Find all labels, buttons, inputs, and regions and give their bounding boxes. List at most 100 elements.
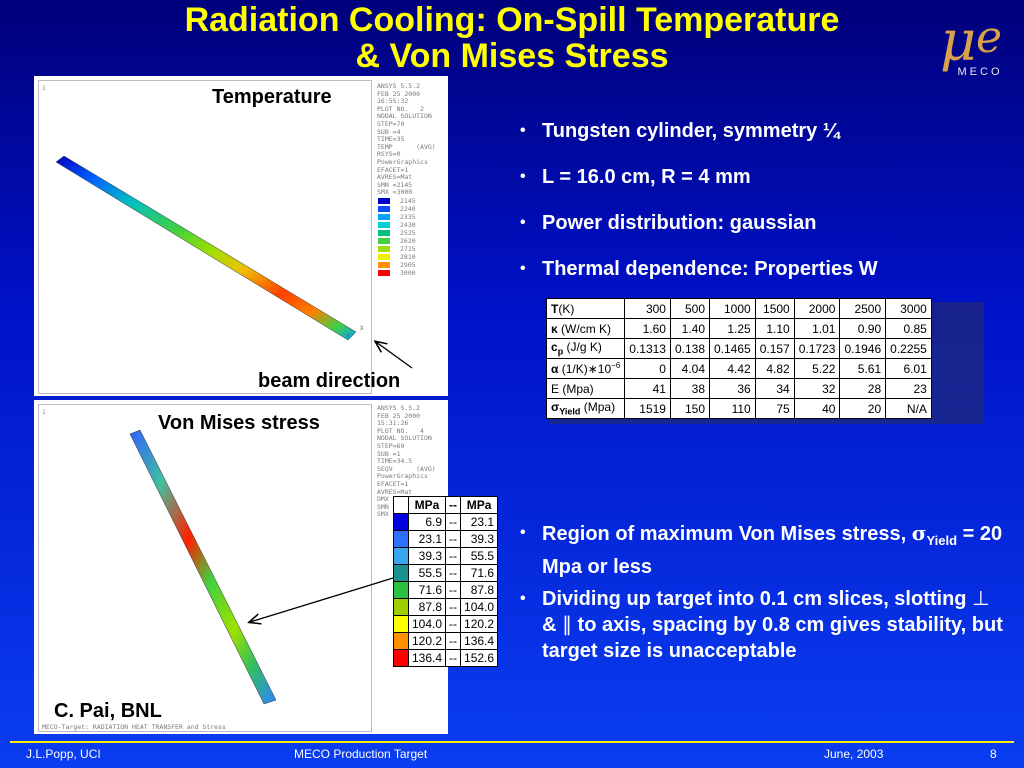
vm-range-from: 104.0: [407, 615, 447, 633]
logo-text: MECO: [957, 66, 1003, 78]
vm-color-swatch: [393, 581, 409, 599]
temperature-legend-swatch: [378, 230, 390, 236]
stress-plot-footer: MECO-Target: RADIATION HEAT TRANSFER and…: [42, 723, 226, 731]
temperature-beam-image: 1 Y X: [42, 85, 364, 341]
vm-range-from: 87.8: [407, 598, 447, 616]
von-mises-legend-table: MPa -- MPa 6.9 -- 23.1 23.1 -- 39.3 39.3 -- 55.5…: [393, 496, 499, 667]
vm-range-to: 23.1: [460, 513, 499, 531]
properties-cell: 4.42: [709, 358, 756, 379]
properties-cell: 1.10: [754, 318, 795, 339]
properties-cell: 20: [839, 398, 887, 419]
properties-cell: 0.1313: [624, 338, 671, 359]
properties-row-label: κ (W/cm K): [545, 318, 626, 339]
stress-beam-image: 1: [42, 409, 277, 705]
properties-cell: 2000: [793, 298, 841, 319]
properties-cell: 5.61: [839, 358, 887, 379]
temperature-legend-swatch: [378, 262, 390, 268]
properties-cell: 38: [669, 378, 711, 399]
properties-row-label: E (Mpa): [545, 378, 626, 399]
properties-cell: 1.40: [669, 318, 711, 339]
vm-range-from: 6.9: [407, 513, 447, 531]
temperature-legend-swatch: [378, 246, 390, 252]
stress-ansys-info: ANSYS 5.5.2 FEB 25 2000 15:31:26 PLOT NO…: [377, 404, 436, 519]
properties-cell: 0.1465: [709, 338, 756, 359]
vm-legend-row: 87.8 -- 104.0: [393, 598, 499, 616]
properties-row: α (1/K)∗10−6 0 4.04 4.42 4.82 5.22 5.61 6.01: [545, 358, 932, 379]
bullet-text: Dividing up target into 0.1 cm slices, s…: [542, 588, 1003, 662]
properties-table: T(K) 300 500 1000 1500 2000 2500 3000 κ (W/cm K)…: [545, 298, 932, 419]
vm-header-sep: --: [445, 496, 462, 514]
vm-legend-row: 136.4 -- 152.6: [393, 649, 499, 667]
vm-range-to: 136.4: [460, 632, 499, 650]
properties-cell: 0.2255: [885, 338, 932, 359]
svg-text:1: 1: [42, 85, 46, 92]
vm-range-separator: --: [445, 513, 462, 531]
temperature-legend-value: 2430: [400, 221, 416, 229]
temperature-legend-swatch: [378, 198, 390, 204]
temperature-label: Temperature: [212, 86, 332, 108]
properties-cell: 0.157: [754, 338, 795, 359]
vm-legend-row: 23.1 -- 39.3: [393, 530, 499, 548]
svg-text:1: 1: [42, 409, 46, 416]
svg-text:μ: μ: [940, 9, 976, 74]
temperature-legend-value: 2240: [400, 205, 416, 213]
vm-range-separator: --: [445, 632, 462, 650]
temperature-legend-value: 3000: [400, 269, 416, 277]
vm-color-swatch: [393, 649, 409, 667]
temperature-legend-value: 2905: [400, 261, 416, 269]
properties-cell: 36: [709, 378, 756, 399]
slide-title-line-1: Radiation Cooling: On-Spill Temperature: [184, 1, 840, 39]
vm-range-from: 136.4: [407, 649, 447, 667]
temperature-plot-frame: [38, 80, 372, 394]
beam-direction-label: beam direction: [258, 370, 401, 392]
vm-range-to: 120.2: [460, 615, 499, 633]
temperature-legend-swatch: [378, 270, 390, 276]
properties-cell: N/A: [885, 398, 932, 419]
temperature-legend-value: 2810: [400, 253, 416, 261]
svg-text:X: X: [360, 325, 364, 332]
footer-page-number: 8: [990, 747, 997, 761]
bullet-item: • Power distribution: gaussian: [520, 212, 817, 234]
properties-row-label: T(K): [545, 298, 626, 319]
vm-legend-row: 104.0 -- 120.2: [393, 615, 499, 633]
footer-divider: [10, 741, 1014, 743]
bullet-item: • L = 16.0 cm, R = 4 mm: [520, 166, 751, 188]
vm-range-to: 87.8: [460, 581, 499, 599]
properties-row-label: σYield (Mpa): [545, 398, 626, 419]
properties-cell: 5.22: [793, 358, 841, 379]
bullet-text: Thermal dependence: Properties W: [542, 258, 878, 280]
properties-cell: 40: [793, 398, 841, 419]
vm-color-swatch: [393, 598, 409, 616]
vm-range-separator: --: [445, 564, 462, 582]
properties-cell: 4.82: [754, 358, 795, 379]
stress-label: Von Mises stress: [158, 412, 320, 434]
slide-title: Radiation Cooling: On-Spill Temperature …: [0, 2, 1024, 74]
footer-author: J.L.Popp, UCI: [26, 747, 101, 761]
vm-range-to: 104.0: [460, 598, 499, 616]
footer-date: June, 2003: [824, 747, 884, 761]
properties-cell: 0.138: [669, 338, 711, 359]
meco-logo: μ e: [940, 9, 1002, 74]
temperature-ansys-info: ANSYS 5.5.2 FEB 25 2000 16:55:32 PLOT NO…: [377, 82, 436, 197]
temperature-legend-swatch: [378, 206, 390, 212]
slide-title-line-2: & Von Mises Stress: [355, 37, 669, 75]
temperature-legend-swatch: [378, 238, 390, 244]
properties-cell: 32: [793, 378, 841, 399]
properties-cell: 1.60: [624, 318, 671, 339]
vm-range-to: 39.3: [460, 530, 499, 548]
temperature-legend-swatch: [378, 214, 390, 220]
vm-range-to: 55.5: [460, 547, 499, 565]
properties-row: κ (W/cm K) 1.60 1.40 1.25 1.10 1.01 0.90 0.85: [545, 318, 932, 339]
footer-title: MECO Production Target: [294, 747, 428, 761]
vm-legend-row: 120.2 -- 136.4: [393, 632, 499, 650]
vm-range-from: 55.5: [407, 564, 447, 582]
properties-row-label: cp (J/g K): [545, 338, 626, 359]
svg-text:Y: Y: [346, 333, 350, 340]
bullet-item: • Region of maximum Von Mises stress, σYi…: [520, 521, 1003, 578]
temperature-legend-value: 2525: [400, 229, 416, 237]
vm-range-separator: --: [445, 615, 462, 633]
vm-header-from: MPa: [407, 496, 447, 514]
bullet-text: Region of maximum Von Mises stress, σYie…: [542, 521, 1003, 578]
properties-row: cp (J/g K) 0.1313 0.138 0.1465 0.157 0.1723 0.…: [545, 338, 932, 359]
vm-range-from: 23.1: [407, 530, 447, 548]
